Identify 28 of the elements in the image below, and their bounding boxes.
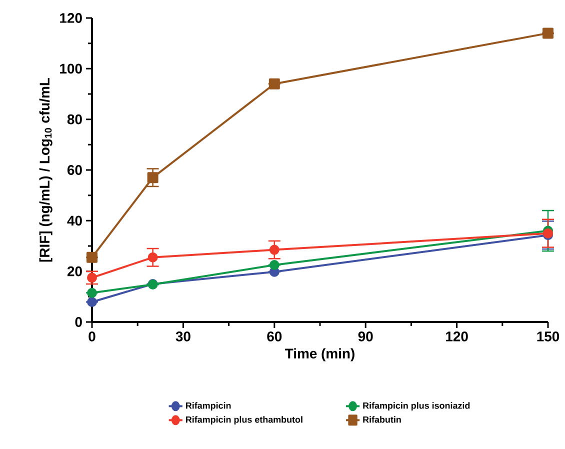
x-tick-label: 150 xyxy=(537,332,560,342)
point xyxy=(269,260,280,270)
x-tick-label: 30 xyxy=(176,332,190,342)
point xyxy=(269,244,280,255)
y-axis-title: [RIF] (ng/mL) / Log$_{10}$ cfu/mL xyxy=(39,78,52,262)
x-tick-label: 90 xyxy=(358,332,373,342)
legend-label: Rifampicin xyxy=(186,402,231,411)
point xyxy=(87,288,97,298)
x-tick-label: 60 xyxy=(267,332,282,342)
x-tick-label: 120 xyxy=(446,332,468,342)
point xyxy=(147,172,158,184)
point xyxy=(148,252,158,262)
legend-label: Rifabutin xyxy=(363,416,401,423)
y-tick-label: 20 xyxy=(67,266,82,276)
y-tick-label: 100 xyxy=(60,64,82,74)
y-tick-label: 80 xyxy=(67,114,82,124)
point xyxy=(87,296,97,307)
y-tick-label: 60 xyxy=(67,165,82,175)
point xyxy=(542,28,554,39)
point xyxy=(86,252,98,263)
legend-label: Rifampicin plus ethambutol xyxy=(186,416,302,425)
legend-label: Rifampicin plus isoniazid xyxy=(363,402,470,411)
y-tick-label: 40 xyxy=(67,216,82,226)
x-axis-title: Time (min) xyxy=(285,348,354,362)
x-tick-label: 0 xyxy=(88,332,96,342)
point xyxy=(268,78,280,90)
y-tick-label: 120 xyxy=(60,13,82,23)
y-tick-label: 0 xyxy=(75,317,82,327)
